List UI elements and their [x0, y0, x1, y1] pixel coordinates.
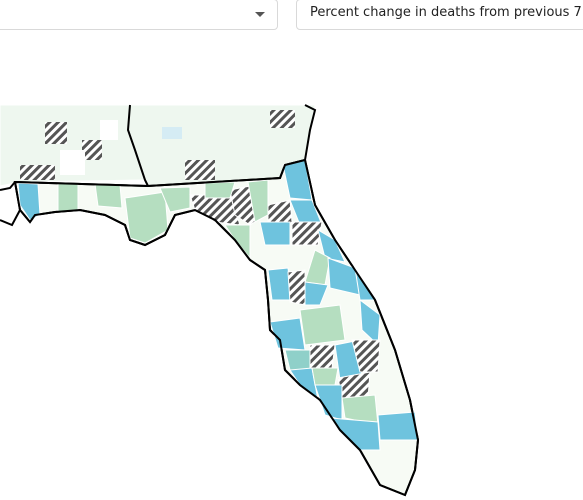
metric-dropdown[interactable]: Percent change in deaths from previous 7…: [296, 0, 583, 30]
neighbor-states: [0, 104, 316, 187]
florida: [13, 158, 420, 497]
metric-label: Percent change in deaths from previous 7…: [310, 5, 583, 20]
dropdown[interactable]: [0, 0, 278, 30]
state-borders: [0, 104, 317, 227]
dropdown-caret: [255, 12, 265, 17]
